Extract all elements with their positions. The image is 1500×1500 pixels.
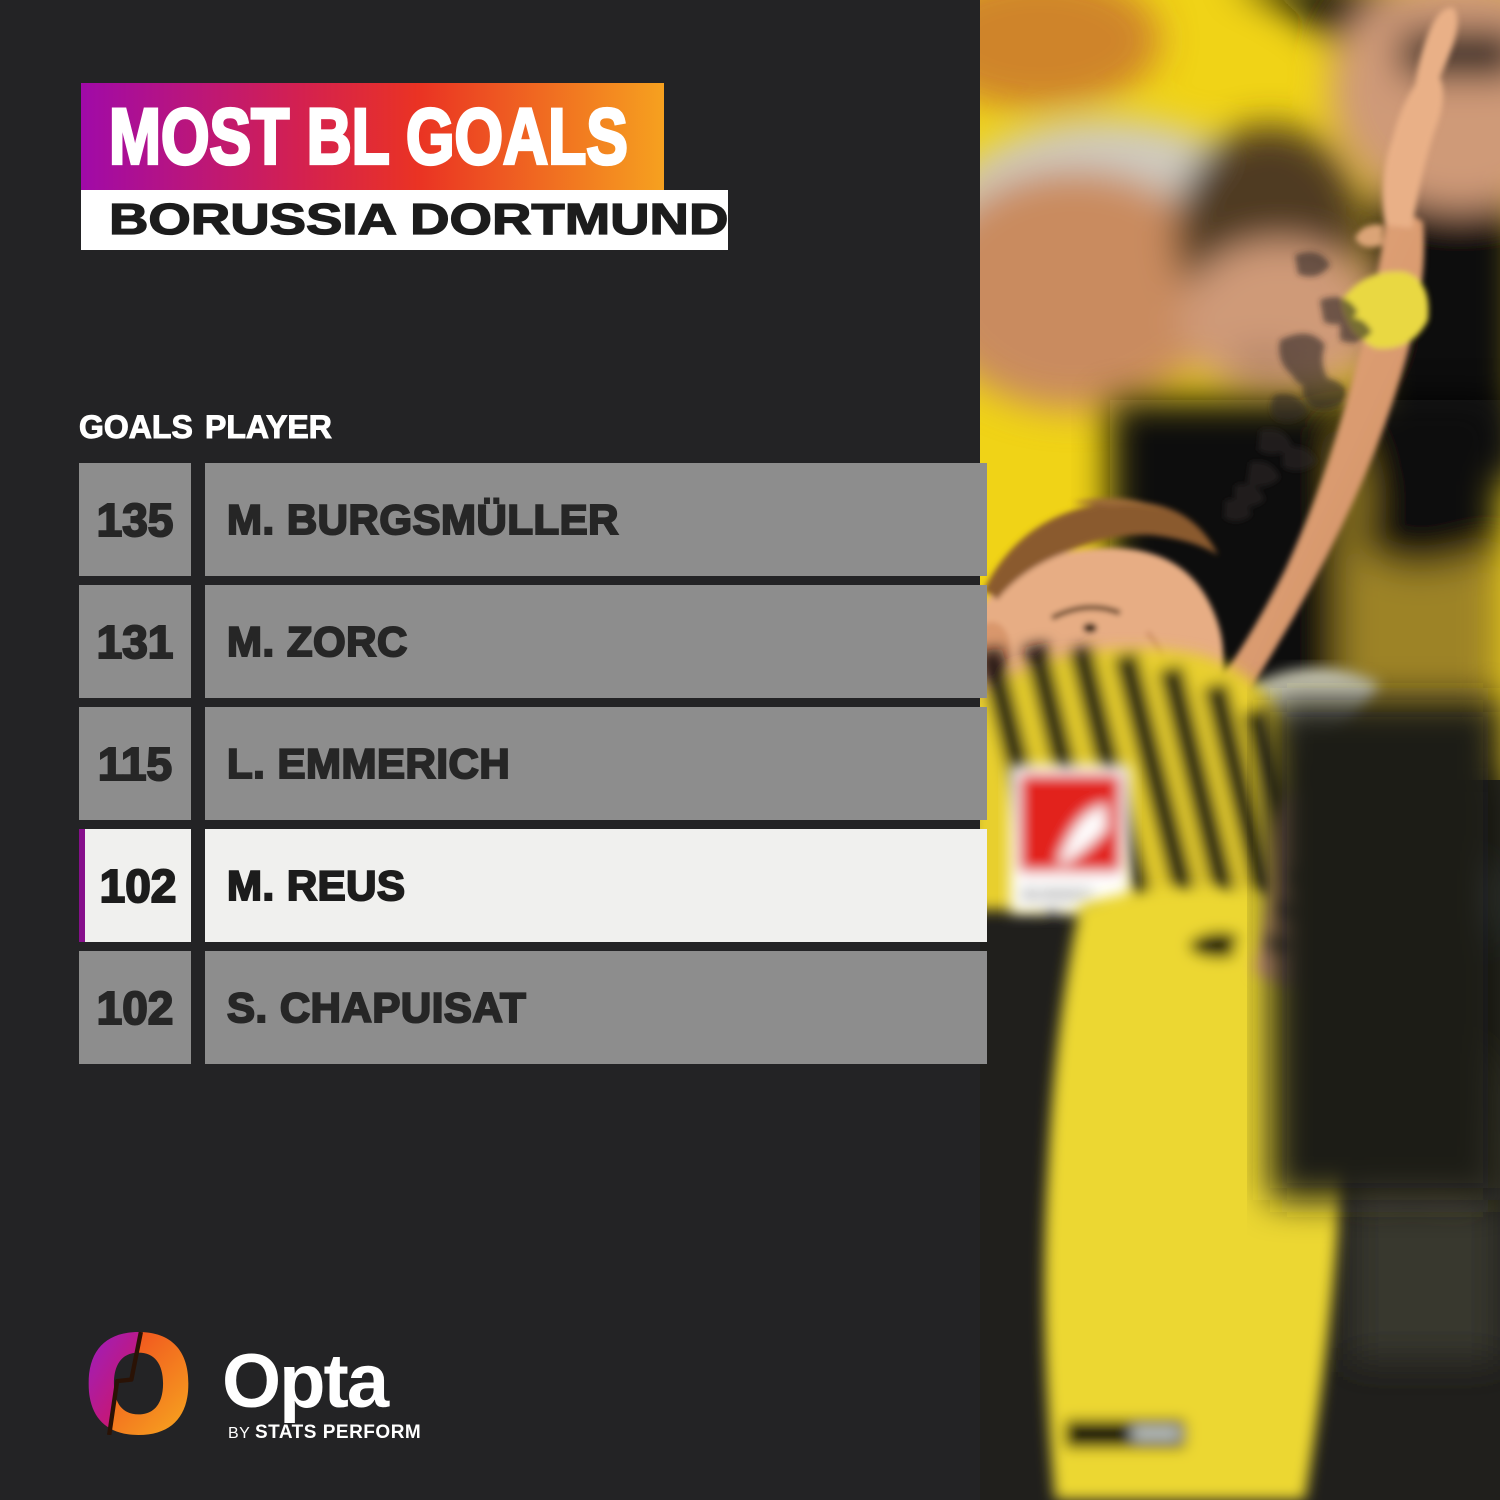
svg-text:BUNDES: BUNDES [1022, 887, 1093, 904]
